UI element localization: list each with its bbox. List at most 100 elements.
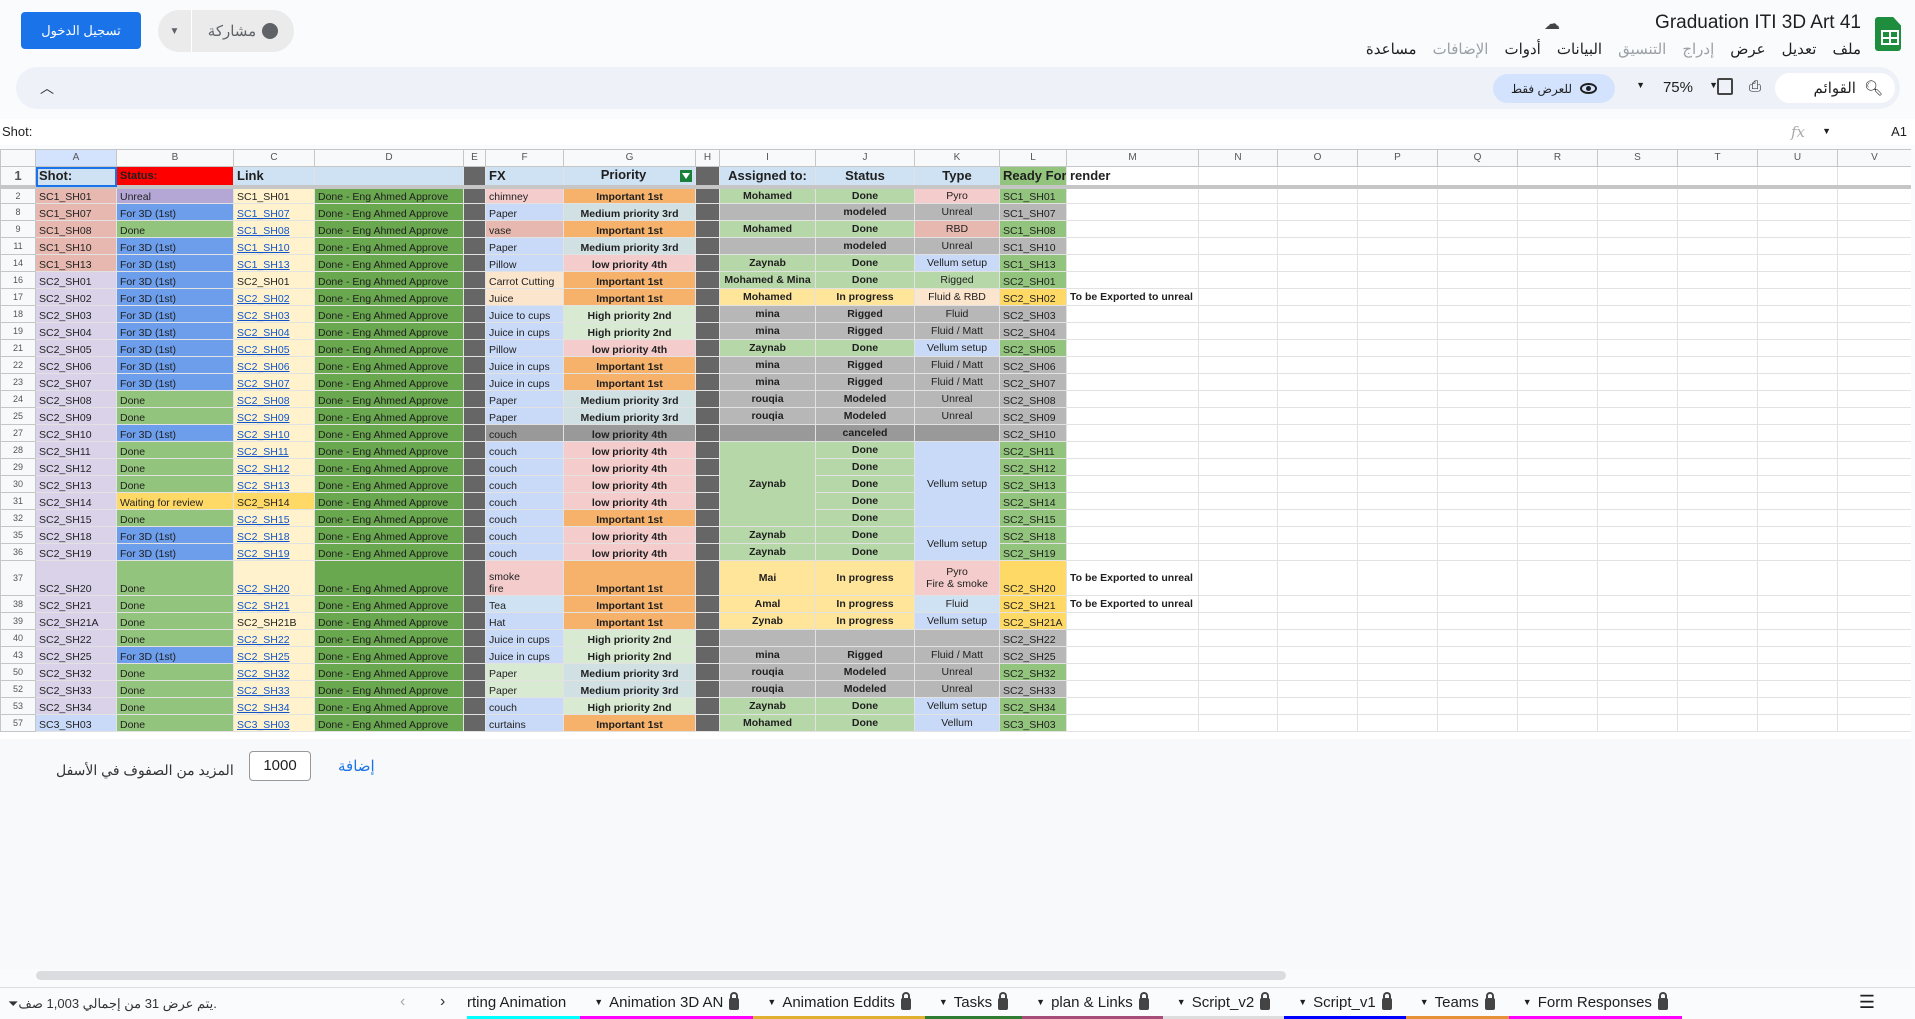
cell-D17[interactable]: Done - Eng Ahmed Approve (314, 288, 464, 306)
cell-O2[interactable] (1277, 186, 1358, 204)
row-number[interactable]: 35 (0, 526, 36, 544)
cell-S14[interactable] (1597, 254, 1678, 272)
cell-C19[interactable]: SC2_SH04 (233, 322, 315, 340)
row-number[interactable]: 30 (0, 475, 36, 493)
cell-S19[interactable] (1597, 322, 1678, 340)
cell-U52[interactable] (1757, 680, 1838, 698)
cell-E29[interactable] (463, 458, 486, 476)
cell-F1[interactable]: FX (485, 166, 564, 189)
cell-M50[interactable] (1066, 663, 1199, 681)
cell-R23[interactable] (1517, 373, 1598, 391)
cell-T29[interactable] (1677, 458, 1758, 476)
column-header-C[interactable]: C (233, 149, 315, 167)
row-number[interactable]: 43 (0, 646, 36, 664)
cell-L40[interactable]: SC2_SH22 (999, 629, 1067, 647)
cell-U37[interactable] (1757, 560, 1838, 596)
cell-U53[interactable] (1757, 697, 1838, 715)
cell-U27[interactable] (1757, 424, 1838, 442)
cell-I18[interactable]: mina (719, 305, 816, 323)
cell-T9[interactable] (1677, 220, 1758, 238)
cell-F27[interactable]: couch (485, 424, 564, 442)
cell-K8[interactable]: Unreal (914, 203, 1000, 221)
cell-I28[interactable]: Zaynab (719, 441, 816, 527)
cell-P57[interactable] (1357, 714, 1438, 732)
cell-O23[interactable] (1277, 373, 1358, 391)
cell-L50[interactable]: SC2_SH32 (999, 663, 1067, 681)
cell-U17[interactable] (1757, 288, 1838, 306)
cell-N19[interactable] (1198, 322, 1278, 340)
cell-L27[interactable]: SC2_SH10 (999, 424, 1067, 442)
all-sheets-menu-icon[interactable]: ☰ (1858, 992, 1875, 1012)
cell-R50[interactable] (1517, 663, 1598, 681)
cell-M36[interactable] (1066, 543, 1199, 561)
cell-K39[interactable]: Vellum setup (914, 612, 1000, 630)
cell-C43[interactable]: SC2_SH25 (233, 646, 315, 664)
cell-R35[interactable] (1517, 526, 1598, 544)
cell-Q22[interactable] (1437, 356, 1518, 374)
cell-B39[interactable]: Done (116, 612, 234, 630)
cell-C1[interactable]: Link (233, 166, 315, 189)
calculator-icon[interactable] (1717, 78, 1733, 95)
cell-S23[interactable] (1597, 373, 1678, 391)
shot-link[interactable]: SC2_SH32 (237, 668, 290, 680)
cell-S43[interactable] (1597, 646, 1678, 664)
cell-N50[interactable] (1198, 663, 1278, 681)
column-header-T[interactable]: T (1677, 149, 1758, 167)
cell-C37[interactable]: SC2_SH20 (233, 560, 315, 596)
cell-V50[interactable] (1837, 663, 1911, 681)
cell-E36[interactable] (463, 543, 486, 561)
column-header-F[interactable]: F (485, 149, 564, 167)
sheet-tab[interactable]: ▼ Teams (1405, 988, 1509, 1019)
cell-N43[interactable] (1198, 646, 1278, 664)
cell-D21[interactable]: Done - Eng Ahmed Approve (314, 339, 464, 357)
cell-G31[interactable]: low priority 4th (563, 492, 696, 510)
cell-A17[interactable]: SC2_SH02 (35, 288, 117, 306)
print-icon[interactable]: ⎙ (1748, 78, 1761, 95)
cell-O11[interactable] (1277, 237, 1358, 255)
shot-link[interactable]: SC2_SH05 (237, 344, 290, 356)
cell-H57[interactable] (695, 714, 720, 732)
row-number[interactable]: 19 (0, 322, 36, 340)
cell-M57[interactable] (1066, 714, 1199, 732)
cell-N39[interactable] (1198, 612, 1278, 630)
filter-icon[interactable] (680, 170, 692, 183)
shot-link[interactable]: SC2_SH19 (237, 548, 290, 560)
row-number[interactable]: 1 (0, 166, 36, 189)
cell-F32[interactable]: couch (485, 509, 564, 527)
cell-V32[interactable] (1837, 509, 1911, 527)
cell-H1[interactable] (695, 166, 720, 189)
cell-P53[interactable] (1357, 697, 1438, 715)
cell-B52[interactable]: Done (116, 680, 234, 698)
cell-C50[interactable]: SC2_SH32 (233, 663, 315, 681)
cell-D11[interactable]: Done - Eng Ahmed Approve (314, 237, 464, 255)
cell-M40[interactable] (1066, 629, 1199, 647)
select-all-corner[interactable] (0, 149, 36, 167)
cell-G32[interactable]: Important 1st (563, 509, 696, 527)
row-number[interactable]: 37 (0, 560, 36, 596)
cell-R27[interactable] (1517, 424, 1598, 442)
cell-K35[interactable]: Vellum setup (914, 526, 1000, 561)
column-header-J[interactable]: J (815, 149, 915, 167)
cell-I22[interactable]: mina (719, 356, 816, 374)
cell-H37[interactable] (695, 560, 720, 596)
cell-V29[interactable] (1837, 458, 1911, 476)
cell-T52[interactable] (1677, 680, 1758, 698)
cell-G35[interactable]: low priority 4th (563, 526, 696, 544)
cell-L57[interactable]: SC3_SH03 (999, 714, 1067, 732)
column-header-R[interactable]: R (1517, 149, 1598, 167)
row-number[interactable]: 22 (0, 356, 36, 374)
cell-K14[interactable]: Vellum setup (914, 254, 1000, 272)
cell-V8[interactable] (1837, 203, 1911, 221)
cell-F25[interactable]: Paper (485, 407, 564, 425)
cell-R18[interactable] (1517, 305, 1598, 323)
cell-D27[interactable]: Done - Eng Ahmed Approve (314, 424, 464, 442)
shot-link[interactable]: SC2_SH33 (237, 685, 290, 697)
cell-J40[interactable] (815, 629, 915, 647)
cell-Q32[interactable] (1437, 509, 1518, 527)
cell-E43[interactable] (463, 646, 486, 664)
sheet-tab[interactable]: ▼ Tasks (924, 988, 1023, 1019)
cell-N21[interactable] (1198, 339, 1278, 357)
add-rows-button[interactable]: إضافة (338, 758, 375, 775)
cell-M28[interactable] (1066, 441, 1199, 459)
cell-D25[interactable]: Done - Eng Ahmed Approve (314, 407, 464, 425)
